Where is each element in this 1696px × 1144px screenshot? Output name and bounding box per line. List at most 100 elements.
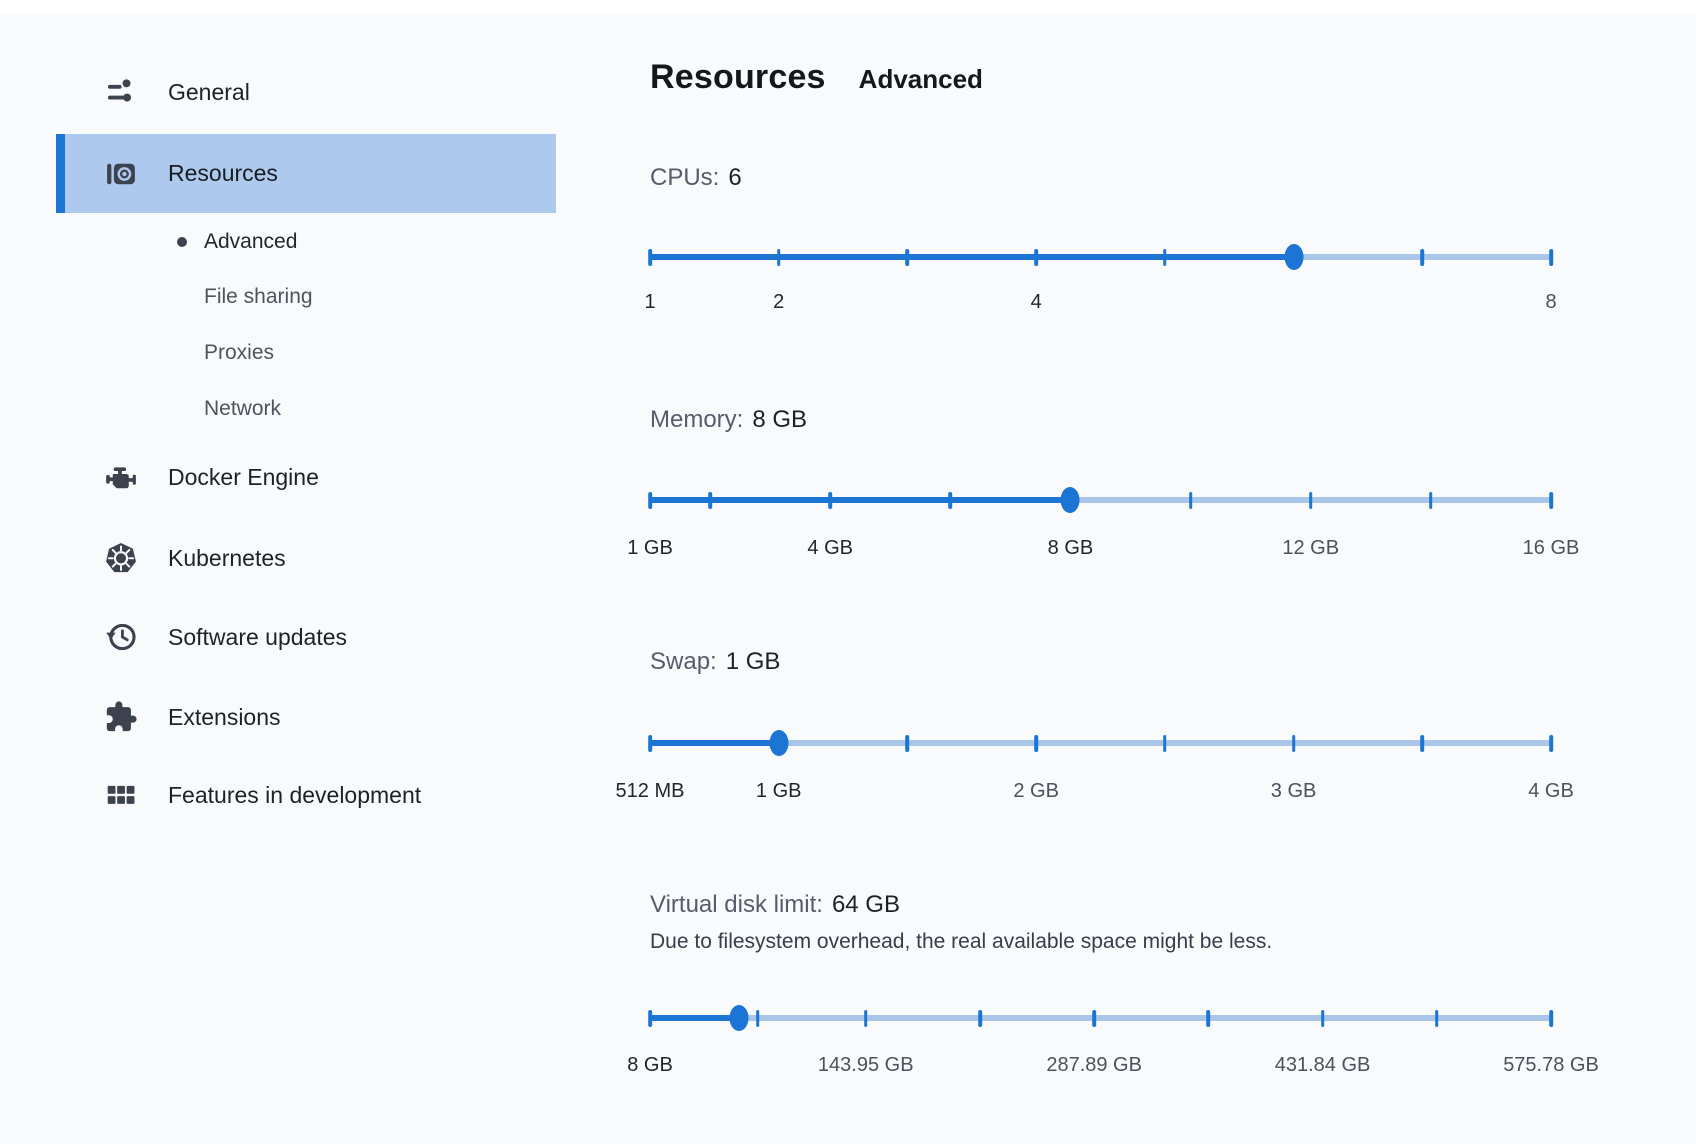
sidebar-item-label: Software updates — [168, 623, 348, 650]
tick-label: 1 GB — [627, 537, 673, 559]
slider-tick — [948, 491, 953, 509]
tick-label: 8 GB — [1047, 537, 1094, 559]
slider-tick — [1429, 491, 1433, 509]
swap-label-text: Swap: — [650, 648, 717, 675]
sidebar-item-features-in-development[interactable]: Features in development — [56, 759, 556, 831]
history-icon — [103, 619, 139, 655]
tick-label: 431.84 GB — [1274, 1054, 1371, 1076]
tick-label: 4 GB — [807, 537, 853, 559]
slider-tick — [1308, 491, 1313, 509]
slider-track-fill — [650, 1014, 739, 1022]
tick-label: 4 GB — [1528, 780, 1574, 802]
slider-thumb[interactable] — [769, 730, 789, 756]
sidebar-item-kubernetes[interactable]: Kubernetes — [56, 522, 556, 594]
page-subtitle: Advanced — [858, 64, 983, 94]
slider-tick — [1420, 734, 1425, 752]
sidebar-subitem-label: Proxies — [204, 341, 275, 364]
cpus-tick-labels: 1 2 4 8 — [644, 290, 1556, 314]
tick-label: 2 GB — [1013, 780, 1059, 802]
sidebar-item-resources[interactable]: Resources — [56, 134, 556, 213]
slider-tick — [708, 491, 712, 509]
slider-track[interactable] — [650, 496, 1551, 504]
window-top-edge — [0, 0, 1696, 15]
slider-thumb[interactable] — [1284, 244, 1304, 270]
sidebar-subitem-proxies[interactable]: Proxies — [56, 327, 556, 379]
slider-tick — [1549, 1009, 1553, 1027]
tick-label: 8 GB — [627, 1054, 673, 1076]
slider-tick — [905, 734, 910, 752]
tick-label: 4 — [1030, 291, 1042, 313]
swap-value: 1 GB — [725, 648, 781, 675]
slider-tick — [1163, 248, 1167, 266]
swap-tick-labels: 512 MB 1 GB 2 GB 3 GB 4 GB — [616, 779, 1574, 803]
slider-tick — [1188, 491, 1193, 509]
slider-track[interactable] — [650, 739, 1551, 747]
slider-tick — [905, 248, 910, 266]
memory-label-text: Memory: — [650, 406, 744, 433]
slider-tick — [648, 491, 652, 509]
virtual-disk-limit-tick-labels: 8 GB 143.95 GB 287.89 GB 431.84 GB 575.7… — [627, 1053, 1599, 1077]
kubernetes-icon — [103, 540, 139, 576]
virtual-disk-limit-slider[interactable] — [648, 1005, 1553, 1031]
sidebar-subitem-label: Network — [204, 397, 282, 420]
tick-label: 1 GB — [755, 780, 802, 802]
sidebar-subitem-file-sharing[interactable]: File sharing — [56, 271, 556, 323]
slider-tick — [1034, 734, 1038, 752]
tick-label: 287.89 GB — [1046, 1054, 1142, 1076]
slider-tick — [1291, 734, 1296, 752]
sidebar-subitem-network[interactable]: Network — [56, 383, 556, 435]
slider-tick — [1206, 1009, 1211, 1027]
tick-label: 16 GB — [1522, 537, 1580, 559]
cpus-slider[interactable] — [648, 244, 1553, 270]
sidebar-subitem-advanced[interactable]: Advanced — [56, 216, 556, 268]
slider-tick — [1549, 491, 1553, 509]
slider-tick — [1320, 1009, 1325, 1027]
sidebar-item-docker-engine[interactable]: Docker Engine — [56, 441, 556, 513]
slider-tick — [648, 1009, 652, 1027]
settings-sidebar: General Resources Advanced File sharing … — [0, 0, 600, 1144]
selected-accent-bar — [56, 134, 65, 213]
slider-tick — [863, 1009, 868, 1027]
memory-value: 8 GB — [752, 406, 808, 433]
tick-label: 3 GB — [1270, 780, 1317, 802]
slider-thumb[interactable] — [1060, 487, 1080, 513]
slider-tick — [1420, 248, 1425, 266]
sidebar-subitem-label: File sharing — [204, 285, 313, 308]
sidebar-subitem-label: Advanced — [204, 230, 298, 253]
sidebar-item-general[interactable]: General — [56, 56, 556, 128]
slider-tick — [648, 734, 652, 752]
swap-slider[interactable] — [648, 730, 1553, 756]
memory-label: Memory: 8 GB — [650, 402, 807, 438]
slider-track[interactable] — [650, 1014, 1551, 1022]
bullet-dot — [177, 237, 187, 247]
resources-icon — [103, 156, 139, 192]
sidebar-item-label: Extensions — [168, 703, 281, 730]
sidebar-item-label: General — [168, 78, 250, 105]
slider-track-fill — [650, 739, 779, 747]
grid-icon — [103, 777, 139, 813]
sidebar-item-label: Docker Engine — [168, 463, 319, 490]
memory-slider[interactable] — [648, 487, 1553, 513]
slider-tick — [1549, 248, 1553, 266]
slider-track-fill — [650, 253, 1294, 261]
sidebar-item-software-updates[interactable]: Software updates — [56, 601, 556, 673]
slider-thumb[interactable] — [729, 1005, 749, 1031]
slider-track-fill — [650, 496, 1071, 504]
virtual-disk-limit-value: 64 GB — [831, 891, 900, 918]
slider-tick — [828, 491, 832, 509]
sidebar-item-label: Features in development — [168, 781, 422, 808]
page-title: Resources — [650, 58, 826, 96]
tick-label: 12 GB — [1282, 537, 1340, 559]
memory-tick-labels: 1 GB 4 GB 8 GB 12 GB 16 GB — [627, 536, 1579, 560]
slider-tick — [776, 248, 781, 266]
tune-icon — [103, 74, 139, 110]
slider-tick — [1549, 734, 1553, 752]
virtual-disk-limit-label-text: Virtual disk limit: — [650, 891, 823, 918]
tick-label: 1 — [644, 291, 656, 313]
puzzle-icon — [103, 699, 139, 735]
tick-label: 2 — [773, 291, 785, 313]
slider-tick — [1163, 734, 1167, 752]
sidebar-item-extensions[interactable]: Extensions — [56, 681, 556, 753]
cpus-label-text: CPUs: — [650, 164, 720, 191]
slider-tick — [1092, 1009, 1096, 1027]
